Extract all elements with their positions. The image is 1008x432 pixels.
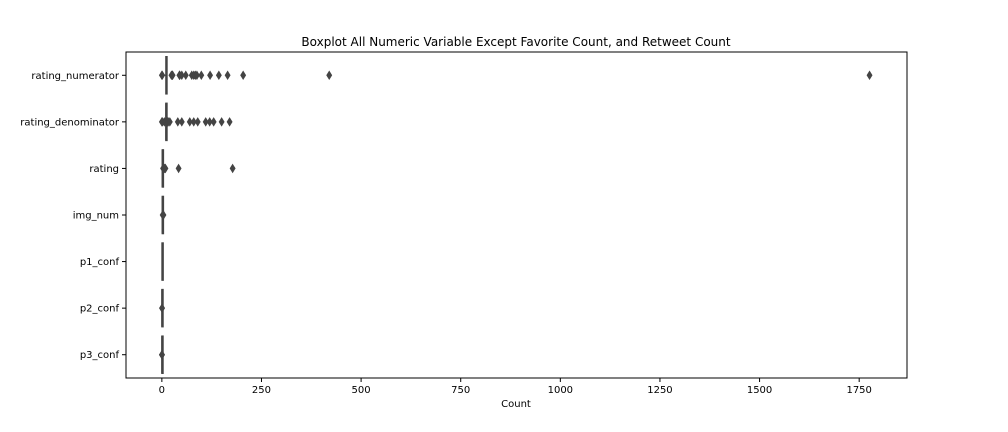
- x-tick-label: 1000: [548, 385, 573, 396]
- outlier-point: [159, 303, 166, 313]
- outlier-point: [190, 117, 197, 127]
- x-tick-label: 750: [451, 385, 470, 396]
- outlier-point: [175, 163, 182, 174]
- y-tick-label: p2_conf: [80, 304, 120, 315]
- outlier-point: [224, 70, 231, 81]
- outlier-point: [215, 70, 222, 81]
- outlier-point: [207, 70, 214, 81]
- outlier-point: [169, 70, 176, 81]
- x-tick-label: 250: [252, 385, 271, 396]
- y-tick-label: img_num: [73, 211, 119, 222]
- outlier-point: [240, 70, 247, 81]
- x-tick-label: 1250: [647, 385, 672, 396]
- outlier-point: [326, 70, 333, 81]
- y-tick-label: rating: [89, 164, 119, 175]
- plot-frame: [125, 51, 908, 379]
- outlier-point: [202, 117, 209, 127]
- y-tick-label: p1_conf: [80, 257, 120, 268]
- outlier-point: [182, 70, 189, 81]
- outlier-point: [186, 117, 193, 127]
- outlier-point: [198, 70, 205, 81]
- outlier-point: [193, 70, 200, 81]
- outlier-point: [174, 117, 181, 127]
- x-axis-label: Count: [501, 399, 531, 410]
- outlier-point: [206, 117, 213, 127]
- outlier-point: [194, 117, 201, 127]
- outlier-point: [178, 70, 185, 81]
- y-tick-label: rating_denominator: [20, 117, 120, 128]
- x-tick-label: 1500: [747, 385, 772, 396]
- y-tick-label: rating_numerator: [31, 71, 119, 82]
- outlier-point: [866, 70, 873, 81]
- outlier-point: [226, 117, 233, 127]
- outlier-point: [159, 70, 166, 81]
- x-tick-label: 1750: [846, 385, 871, 396]
- outlier-point: [178, 117, 185, 127]
- outlier-point: [229, 163, 236, 174]
- x-tick-label: 500: [352, 385, 371, 396]
- x-tick-label: 0: [159, 385, 165, 396]
- outlier-point: [166, 117, 173, 127]
- outlier-point: [159, 349, 165, 360]
- outlier-point: [210, 117, 217, 127]
- outlier-point: [160, 210, 167, 220]
- chart-title: Boxplot All Numeric Variable Except Favo…: [301, 35, 730, 49]
- plot-area: 0 250 500 750 1000 1250 1500 1750 rating_numerat…: [20, 51, 908, 396]
- outlier-point: [162, 163, 169, 174]
- outlier-point: [218, 117, 225, 127]
- y-tick-label: p3_conf: [80, 350, 120, 361]
